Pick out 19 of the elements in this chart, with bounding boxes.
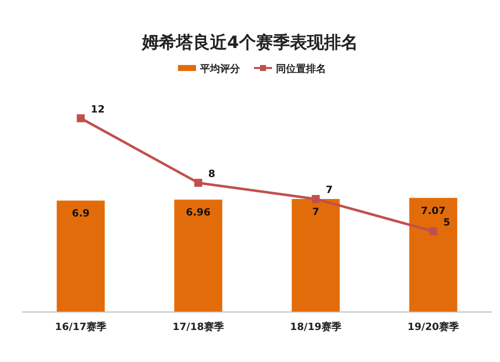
legend-label: 同位置排名 bbox=[276, 63, 326, 75]
data-label: 7 bbox=[326, 184, 333, 196]
chart-title: 姆希塔良近4个赛季表现排名 bbox=[141, 33, 358, 53]
data-label: 12 bbox=[90, 104, 105, 116]
data-label: 8 bbox=[208, 168, 216, 180]
point bbox=[429, 227, 438, 236]
data-label: 6.96 bbox=[186, 208, 211, 219]
point bbox=[76, 114, 85, 122]
point bbox=[194, 178, 202, 187]
data-label: 7 bbox=[312, 206, 320, 218]
x-tick-label: 19/20赛季 bbox=[408, 321, 460, 333]
data-label: 7.07 bbox=[420, 206, 446, 217]
data-label: 5 bbox=[443, 217, 450, 228]
point bbox=[312, 194, 320, 203]
x-tick-label: 16/17赛季 bbox=[55, 321, 108, 333]
x-tick-label: 17/18赛季 bbox=[172, 321, 225, 333]
legend-label: 平均评分 bbox=[199, 63, 241, 75]
data-label: 6.9 bbox=[72, 208, 90, 220]
x-tick-label: 18/19赛季 bbox=[290, 321, 342, 333]
